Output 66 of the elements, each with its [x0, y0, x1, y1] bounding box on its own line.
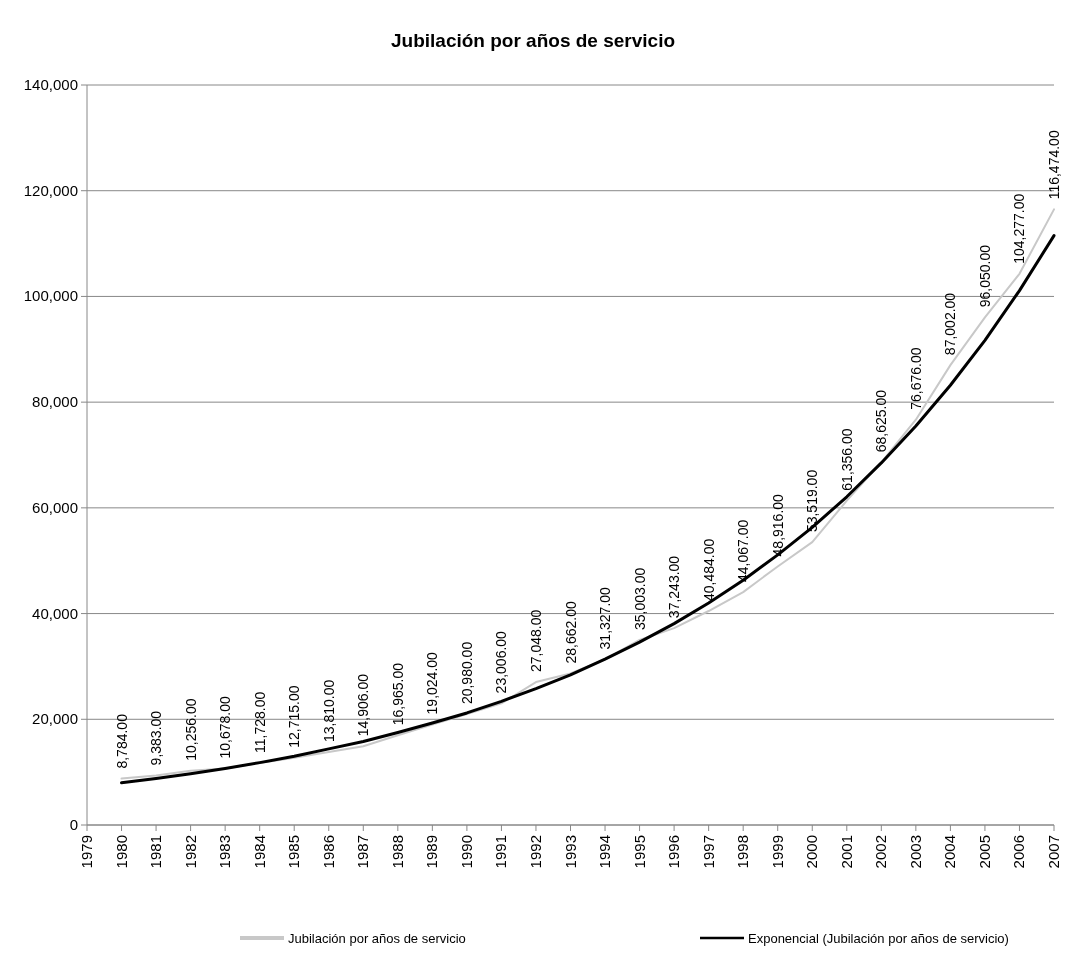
legend-label: Exponencial (Jubilación por años de servicio) [748, 931, 1009, 946]
data-label: 68,625.00 [873, 389, 890, 453]
y-tick-label: 20,000 [32, 710, 78, 728]
data-label: 28,662.00 [562, 601, 579, 664]
data-label: 37,243.00 [666, 555, 683, 619]
x-tick-label: 2001 [837, 835, 855, 869]
x-tick-label: 1983 [216, 835, 234, 869]
x-tick-label: 1994 [596, 835, 614, 869]
x-tick-label: 1997 [699, 835, 717, 869]
data-label: 19,024.00 [424, 651, 441, 715]
x-tick-label: 2000 [803, 835, 821, 869]
x-tick-label: 1981 [147, 835, 165, 869]
x-tick-label: 1984 [250, 835, 268, 869]
chart-title: Jubilación por años de servicio [390, 30, 676, 51]
x-tick-label: 1986 [319, 835, 337, 869]
x-tick-label: 2005 [975, 835, 993, 869]
data-label: 14,906.00 [355, 673, 372, 737]
y-tick-label: 100,000 [23, 287, 78, 305]
data-label: 16,965.00 [389, 662, 406, 726]
x-tick-label: 1995 [630, 835, 648, 869]
data-label: 53,519.00 [804, 469, 821, 533]
data-label: 35,003.00 [631, 567, 648, 630]
y-tick-label: 140,000 [23, 76, 78, 93]
data-label: 76,676.00 [907, 347, 924, 410]
data-label: 96,050.00 [976, 244, 993, 308]
data-label: 10,256.00 [182, 698, 199, 761]
x-tick-label: 1993 [561, 835, 579, 869]
data-label: 9,383.00 [148, 710, 165, 766]
y-tick-label: 0 [69, 816, 78, 833]
x-tick-label: 1982 [181, 835, 199, 869]
y-tick-label: 120,000 [23, 181, 78, 199]
x-tick-label: 1992 [526, 835, 544, 869]
legend-label: Jubilación por años de servicio [288, 931, 466, 946]
x-tick-label: 2002 [872, 835, 890, 869]
x-tick-label: 1996 [665, 835, 683, 869]
x-tick-label: 1999 [768, 835, 786, 869]
data-label: 31,327.00 [597, 586, 614, 650]
x-tick-label: 1979 [78, 835, 95, 869]
x-tick-label: 1987 [354, 835, 372, 869]
data-label: 27,048.00 [527, 609, 544, 673]
data-label: 20,980.00 [458, 641, 475, 705]
y-tick-label: 60,000 [32, 498, 78, 516]
x-tick-label: 2003 [906, 835, 924, 869]
data-label: 12,715.00 [286, 685, 303, 748]
data-label: 10,678.00 [217, 696, 234, 759]
data-label: 13,810.00 [320, 679, 337, 742]
x-tick-label: 2006 [1010, 835, 1028, 869]
y-tick-label: 40,000 [32, 604, 78, 622]
x-tick-label: 2004 [941, 835, 959, 869]
data-label: 11,728.00 [251, 691, 268, 754]
x-tick-label: 1991 [492, 835, 510, 869]
x-tick-label: 2007 [1045, 835, 1062, 869]
x-tick-label: 1980 [112, 835, 130, 869]
data-label: 104,277.00 [1011, 193, 1028, 264]
data-label: 40,484.00 [700, 538, 717, 602]
data-label: 87,002.00 [942, 292, 959, 356]
x-tick-label: 1985 [285, 835, 303, 869]
data-label: 61,356.00 [838, 428, 855, 491]
data-label: 8,784.00 [113, 713, 130, 769]
y-tick-label: 80,000 [32, 393, 78, 411]
data-label: 23,006.00 [493, 630, 510, 694]
data-label: 116,474.00 [1046, 130, 1062, 200]
x-tick-label: 1990 [457, 835, 475, 869]
x-tick-label: 1998 [734, 835, 752, 869]
x-tick-label: 1989 [423, 835, 441, 869]
x-tick-label: 1988 [388, 835, 406, 869]
